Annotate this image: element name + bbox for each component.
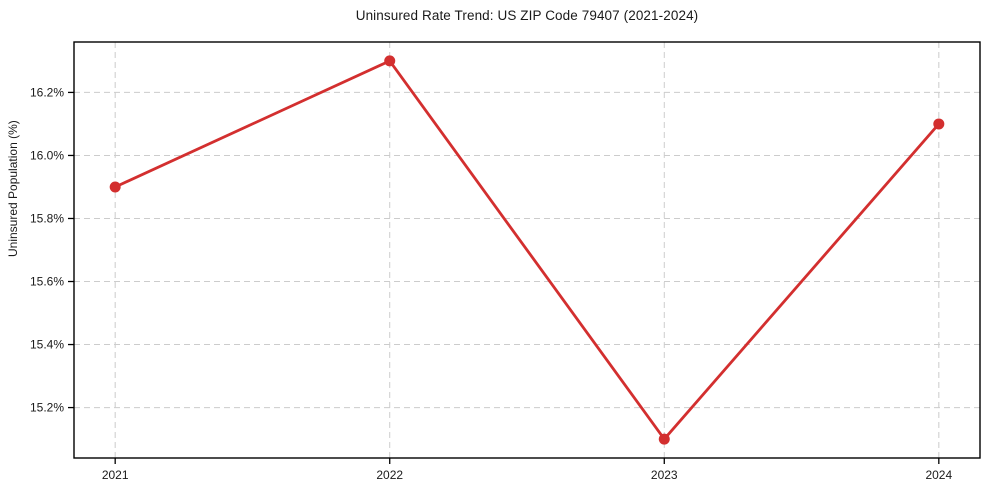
x-tick-label: 2023 [651, 468, 678, 482]
y-tick-label: 15.6% [30, 275, 64, 289]
y-tick-label: 15.2% [30, 401, 64, 415]
data-point [384, 55, 396, 67]
chart-title: Uninsured Rate Trend: US ZIP Code 79407 … [355, 8, 699, 23]
x-tick-label: 2021 [102, 468, 129, 482]
y-tick-label: 16.2% [30, 85, 64, 99]
y-tick-label: 16.0% [30, 148, 64, 162]
data-point [109, 181, 121, 193]
y-tick-label: 15.8% [30, 211, 64, 225]
x-tick-label: 2024 [925, 468, 952, 482]
y-tick-label: 15.4% [30, 338, 64, 352]
trend-line [113, 59, 941, 441]
x-tick-label: 2022 [376, 468, 403, 482]
data-point [658, 433, 670, 445]
data-point [933, 118, 945, 130]
plot-border [73, 41, 981, 459]
